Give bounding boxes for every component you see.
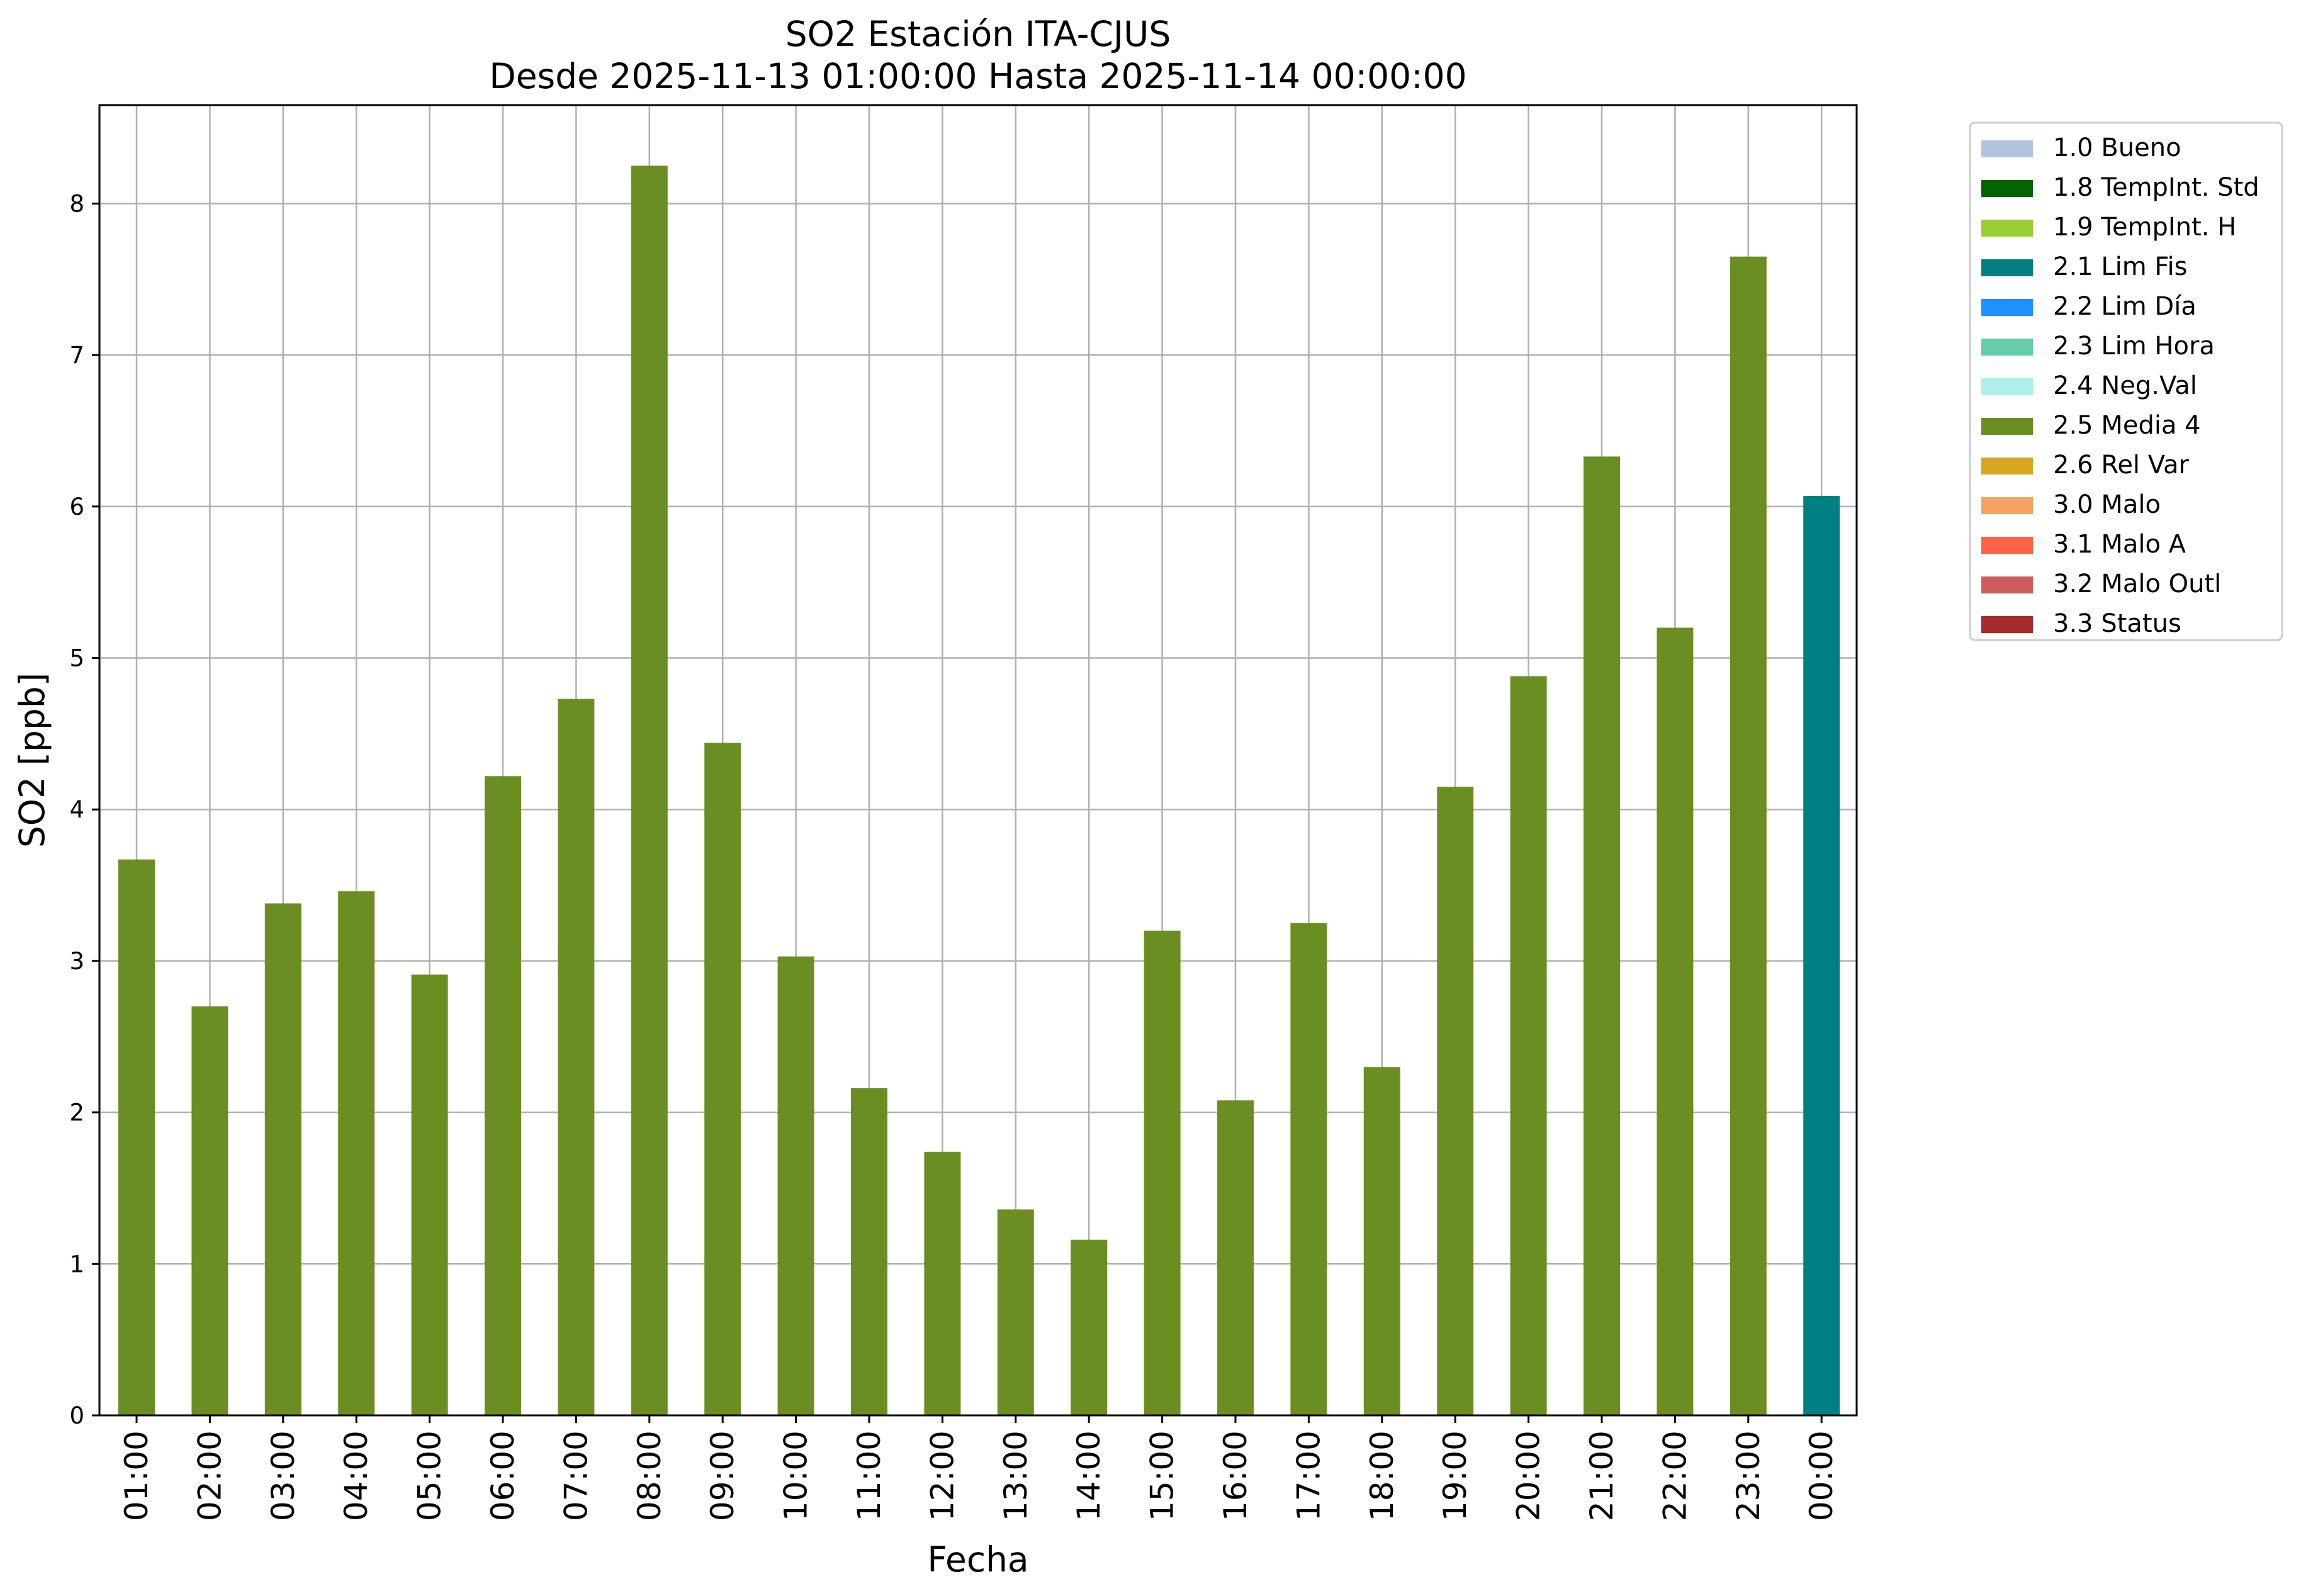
bar-2200 — [1657, 627, 1694, 1415]
legend-label: 3.3 Status — [2053, 609, 2181, 638]
legend-swatch — [1981, 378, 2033, 395]
x-tick-label: 02:00 — [191, 1430, 228, 1521]
legend: 1.0 Bueno 1.8 TempInt. Std 1.9 TempInt. H 2… — [1969, 121, 2283, 641]
bar-2000 — [1510, 676, 1547, 1415]
y-tick-label: 2 — [69, 1099, 84, 1127]
bar-0000 — [1803, 495, 1840, 1415]
x-tick-label: 07:00 — [558, 1430, 594, 1521]
x-tick-label: 20:00 — [1511, 1430, 1547, 1521]
legend-swatch — [1981, 458, 2033, 475]
legend-swatch — [1981, 339, 2033, 356]
legend-label: 1.8 TempInt. Std — [2053, 173, 2259, 202]
y-axis-title: SO2 [ppb] — [12, 673, 52, 848]
y-tick-label: 6 — [69, 493, 84, 520]
bar-1600 — [1217, 1100, 1254, 1415]
x-tick-label: 15:00 — [1144, 1430, 1181, 1521]
bar-1200 — [924, 1152, 961, 1415]
legend-swatch — [1981, 259, 2033, 276]
legend-label: 3.0 Malo — [2053, 490, 2161, 519]
bar-1500 — [1144, 930, 1181, 1415]
x-tick-label: 05:00 — [412, 1430, 448, 1521]
x-tick-label: 08:00 — [631, 1430, 668, 1521]
bar-0300 — [264, 903, 301, 1415]
legend-label: 2.1 Lim Fis — [2053, 252, 2187, 281]
x-tick-label: 04:00 — [338, 1430, 374, 1521]
x-tick-label: 23:00 — [1730, 1430, 1767, 1521]
legend-swatch — [1981, 576, 2033, 593]
y-tick-label: 5 — [69, 645, 84, 672]
x-axis-title: Fecha — [927, 1539, 1028, 1580]
x-tick-label: 11:00 — [851, 1430, 887, 1521]
y-tick-label: 0 — [69, 1402, 84, 1429]
legend-swatch — [1981, 616, 2033, 633]
x-tick-label: 12:00 — [924, 1430, 960, 1521]
legend-frame — [1969, 121, 2283, 641]
legend-label: 1.0 Bueno — [2053, 133, 2181, 162]
legend-swatch — [1981, 299, 2033, 316]
y-tick-label: 8 — [69, 190, 84, 217]
bar-0400 — [338, 891, 375, 1415]
bar-2100 — [1584, 456, 1620, 1416]
bar-1000 — [777, 956, 814, 1415]
x-tick-label: 14:00 — [1071, 1430, 1107, 1521]
bar-1700 — [1290, 923, 1327, 1415]
bar-1800 — [1363, 1067, 1400, 1415]
x-tick-label: 06:00 — [485, 1430, 521, 1521]
y-tick-label: 7 — [69, 342, 84, 369]
bar-1300 — [997, 1209, 1034, 1415]
bar-1100 — [851, 1088, 887, 1415]
bar-0900 — [704, 743, 741, 1415]
legend-label: 2.4 Neg.Val — [2053, 371, 2197, 400]
legend-swatch — [1981, 537, 2033, 554]
legend-swatch — [1981, 140, 2033, 157]
legend-label: 2.5 Media 4 — [2053, 411, 2201, 440]
legend-swatch — [1981, 220, 2033, 237]
legend-label: 2.6 Rel Var — [2053, 451, 2190, 480]
bar-1900 — [1437, 787, 1474, 1415]
legend-label: 3.2 Malo Outl — [2053, 570, 2221, 598]
legend-label: 2.2 Lim Día — [2053, 292, 2197, 321]
y-axis-ticks: 0 1 2 3 4 5 6 7 8 — [69, 190, 99, 1429]
x-tick-label: 17:00 — [1290, 1430, 1327, 1521]
bar-2300 — [1730, 256, 1767, 1416]
y-tick-label: 3 — [69, 948, 84, 975]
legend-swatch — [1981, 497, 2033, 514]
x-tick-label: 01:00 — [118, 1430, 155, 1521]
bar-0200 — [191, 1006, 228, 1415]
x-tick-label: 13:00 — [998, 1430, 1034, 1521]
x-tick-label: 18:00 — [1364, 1430, 1400, 1521]
bar-0100 — [118, 859, 155, 1415]
legend-label: 1.9 TempInt. H — [2053, 213, 2236, 242]
legend-swatch — [1981, 418, 2033, 435]
legend-label: 3.1 Malo A — [2053, 530, 2186, 559]
bar-0500 — [411, 974, 448, 1415]
x-tick-label: 16:00 — [1217, 1430, 1254, 1521]
bar-0600 — [485, 776, 521, 1415]
bar-1400 — [1071, 1239, 1108, 1415]
x-tick-label: 09:00 — [704, 1430, 741, 1521]
bar-0800 — [631, 166, 668, 1415]
x-tick-label: 10:00 — [778, 1430, 814, 1521]
x-axis-ticks: 01:00 02:00 03:00 04:00 05:00 06:00 07:00 08:00… — [118, 1415, 1840, 1521]
plot-frame — [98, 104, 1858, 1417]
x-tick-label: 22:00 — [1657, 1430, 1693, 1521]
x-tick-label: 21:00 — [1584, 1430, 1620, 1521]
x-tick-label: 19:00 — [1437, 1430, 1473, 1521]
bars — [118, 166, 1840, 1416]
y-tick-label: 1 — [69, 1250, 84, 1278]
x-tick-label: 03:00 — [265, 1430, 301, 1521]
legend-swatch — [1981, 180, 2033, 197]
y-tick-label: 4 — [69, 796, 84, 823]
chart-title-line-1: SO2 Estación ITA-CJUS — [785, 14, 1171, 54]
chart-title-line-2: Desde 2025-11-13 01:00:00 Hasta 2025-11-… — [489, 56, 1466, 96]
bar-0700 — [558, 699, 595, 1415]
legend-label: 2.3 Lim Hora — [2053, 332, 2215, 361]
x-tick-label: 00:00 — [1803, 1430, 1840, 1521]
